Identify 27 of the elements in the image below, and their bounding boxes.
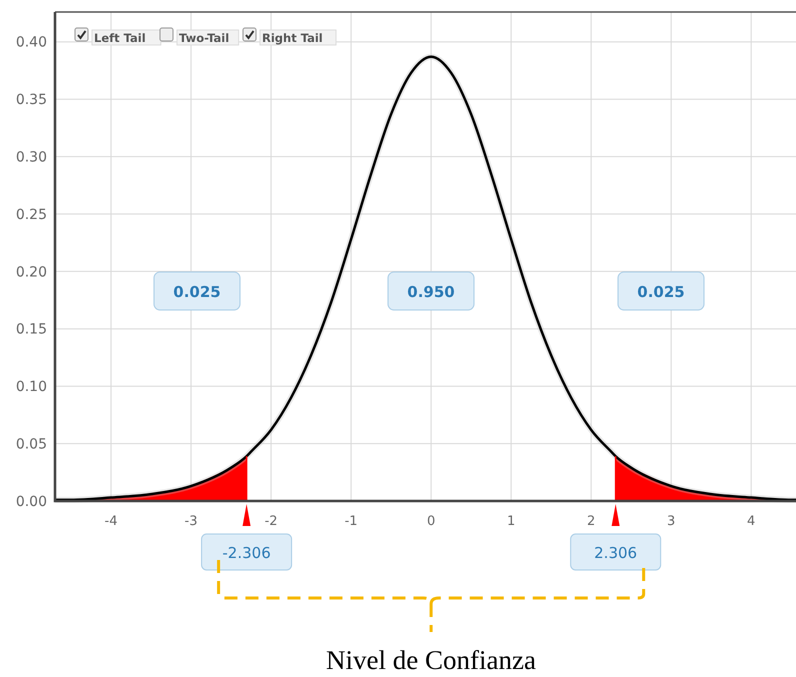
x-tick-label: -3: [184, 514, 198, 529]
annotation: Left Tail: [94, 31, 146, 45]
y-tick-label: 0.20: [16, 264, 47, 280]
y-tick-label: 0.15: [16, 322, 47, 338]
text: Nivel de Confianza: [326, 645, 536, 675]
y-tick-label: 0.40: [16, 34, 47, 51]
x-tick-label: 0: [426, 514, 436, 529]
x-tick-label: 2: [587, 514, 596, 529]
annotation: 0.950: [407, 283, 455, 301]
x-tick-label: -2: [264, 514, 278, 529]
annotation: Two-Tail: [179, 31, 230, 45]
ref-line-label: 2.306: [594, 544, 638, 562]
annotation: 0.025: [637, 283, 685, 301]
x-tick-label: -1: [344, 514, 358, 529]
y-tick-label: 0.30: [16, 150, 47, 166]
y-tick-label: 0.05: [16, 436, 47, 453]
y-tick-label: 0.10: [16, 379, 47, 396]
y-tick-label: 0.25: [16, 206, 47, 223]
x-tick-label: 1: [506, 514, 516, 529]
ref-line-label: -2.306: [222, 544, 271, 562]
y-tick-label: 0.00: [16, 494, 47, 510]
x-tick-label: 3: [667, 514, 676, 529]
annotation: Right Tail: [262, 31, 323, 45]
x-tick-label: 4: [747, 514, 756, 529]
y-tick-label: 0.35: [16, 92, 47, 108]
annotation: 0.025: [173, 283, 221, 301]
x-tick-label: -4: [104, 514, 118, 529]
